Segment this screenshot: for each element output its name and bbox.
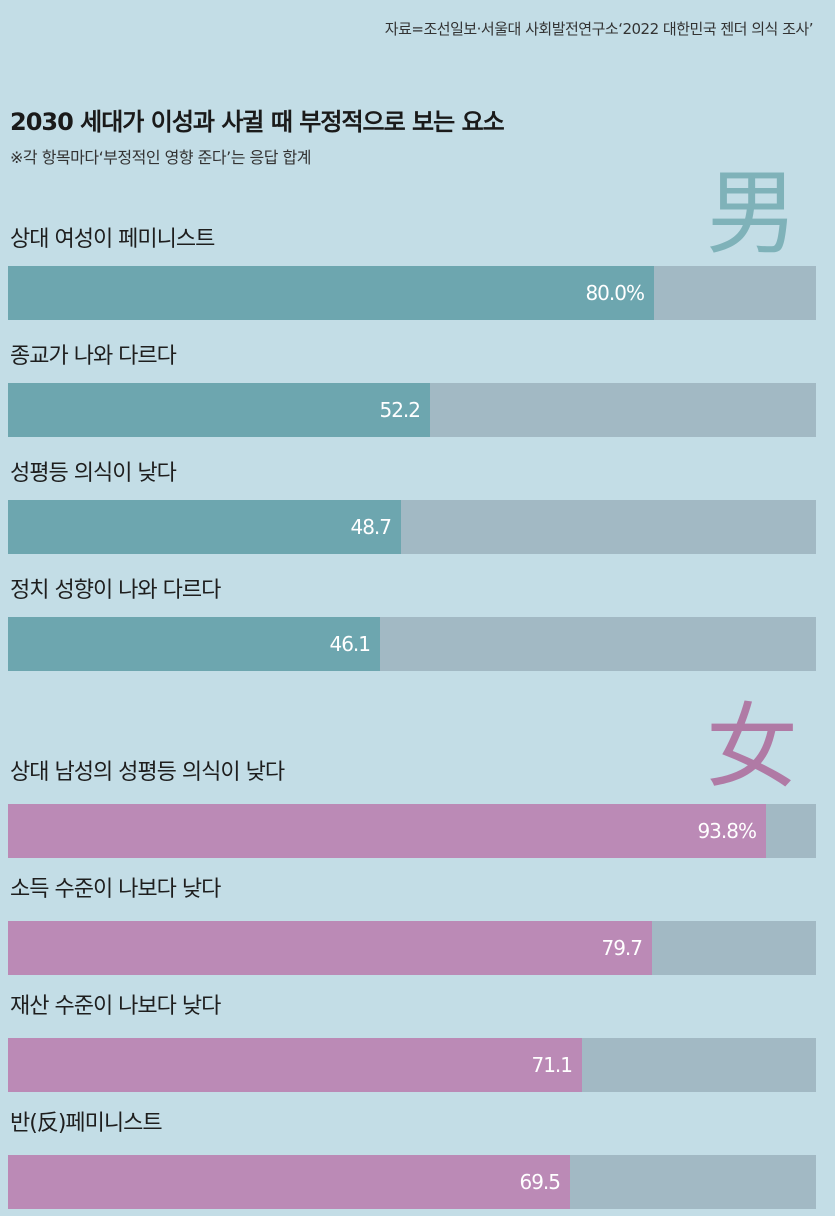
bar-value-label: 46.1 <box>329 632 371 656</box>
category-label: 재산 수준이 나보다 낮다 <box>10 994 221 1019</box>
bar <box>8 1155 570 1209</box>
bar <box>8 617 380 671</box>
bar-track: 48.7 <box>8 500 816 554</box>
bar-track: 93.8% <box>8 804 816 858</box>
category-label: 정치 성향이 나와 다르다 <box>10 578 221 603</box>
bar-track: 46.1 <box>8 617 816 671</box>
category-label: 반(反)페미니스트 <box>10 1111 163 1136</box>
bar <box>8 266 654 320</box>
category-label: 성평등 의식이 낮다 <box>10 461 177 486</box>
category-label: 상대 여성이 페미니스트 <box>10 227 215 252</box>
category-label: 종교가 나와 다르다 <box>10 344 177 369</box>
bar-track: 80.0% <box>8 266 816 320</box>
category-label: 상대 남성의 성평등 의식이 낮다 <box>10 760 285 785</box>
bar <box>8 500 401 554</box>
category-label: 소득 수준이 나보다 낮다 <box>10 877 221 902</box>
chart-title: 2030 세대가 이성과 사귈 때 부정적으로 보는 요소 <box>10 108 505 136</box>
bar <box>8 383 430 437</box>
bar-value-label: 79.7 <box>601 936 643 960</box>
bar-track: 52.2 <box>8 383 816 437</box>
bar-value-label: 93.8% <box>697 819 757 843</box>
bar <box>8 1038 582 1092</box>
bar-value-label: 52.2 <box>379 398 421 422</box>
source-note: 자료=조선일보·서울대 사회발전연구소‘2022 대한민국 젠더 의식 조사’ <box>384 20 814 38</box>
female-group-label: 女 <box>706 694 799 801</box>
bar <box>8 804 766 858</box>
bar-value-label: 69.5 <box>519 1170 561 1194</box>
bar <box>8 921 652 975</box>
bar-track: 79.7 <box>8 921 816 975</box>
chart-subtitle: ※각 항목마다‘부정적인 영향 준다’는 응답 합계 <box>10 148 311 167</box>
bar-track: 69.5 <box>8 1155 816 1209</box>
bar-value-label: 48.7 <box>350 515 392 539</box>
bar-value-label: 80.0% <box>585 281 645 305</box>
bar-value-label: 71.1 <box>531 1053 573 1077</box>
bar-track: 71.1 <box>8 1038 816 1092</box>
male-group-label: 男 <box>706 160 799 267</box>
